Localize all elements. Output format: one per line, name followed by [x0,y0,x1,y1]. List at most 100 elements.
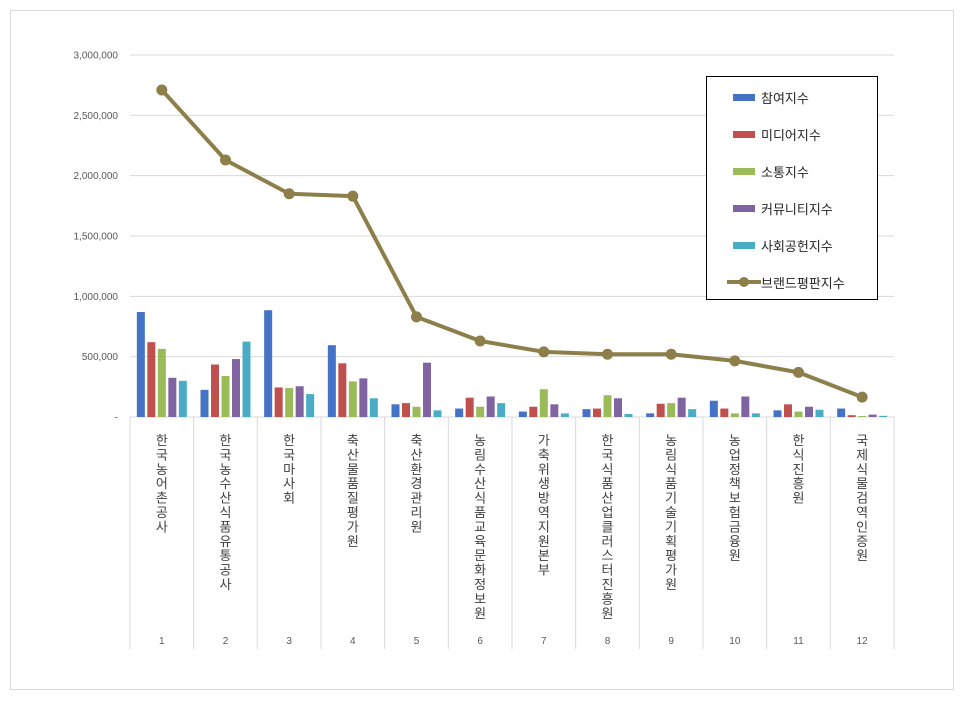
bar-사회공헌지수-3 [306,394,315,417]
point-브랜드평판지수-7 [538,346,550,358]
point-브랜드평판지수-10 [729,355,741,367]
bar-참여지수-3 [264,310,273,417]
legend-label: 사회공헌지수 [761,239,833,255]
legend-item: 소통지수 [707,161,809,181]
bar-참여지수-12 [837,408,846,417]
bar-사회공헌지수-2 [242,341,251,417]
bar-미디어지수-7 [529,406,538,417]
bar-커뮤니티지수-3 [295,386,304,417]
category-number: 9 [668,636,674,647]
bar-사회공헌지수-7 [560,413,569,417]
bar-커뮤니티지수-11 [805,406,813,417]
legend-item: 커뮤니티지수 [707,198,833,218]
bar-커뮤니티지수-4 [359,378,368,417]
bar-참여지수-7 [518,411,527,417]
bar-소통지수-9 [667,403,676,417]
legend-swatch [733,167,755,175]
bar-사회공헌지수-11 [815,409,824,417]
bar-커뮤니티지수-8 [614,398,622,417]
y-tick-label: 1,000,000 [74,292,119,303]
category-number: 1 [159,636,165,647]
line-브랜드평판지수 [160,88,863,399]
bar-커뮤니티지수-6 [486,396,495,417]
chart-legend: 참여지수 미디어지수 소통지수 커뮤니티지수 사회공헌지수 브랜드평판지수 [706,76,878,300]
point-브랜드평판지수-11 [793,366,804,378]
legend-swatch [727,277,761,287]
bar-사회공헌지수-10 [751,413,760,417]
y-tick-label: - [115,413,118,424]
point-브랜드평판지수-12 [856,391,868,403]
legend-swatch [733,204,755,212]
legend-swatch [733,130,755,138]
category-number: 2 [223,636,229,647]
bar-참여지수-10 [709,400,718,417]
bar-사회공헌지수-4 [369,398,378,417]
legend-label: 소통지수 [761,165,809,181]
legend-swatch [733,93,755,101]
bar-참여지수-11 [773,410,782,417]
y-tick-label: 1,500,000 [74,232,119,243]
legend-item: 미디어지수 [707,124,821,144]
bar-참여지수-2 [200,389,209,417]
point-브랜드평판지수-6 [474,335,486,347]
bar-커뮤니티지수-10 [741,396,750,417]
bar-소통지수-2 [221,375,230,417]
bar-소통지수-5 [412,406,421,417]
category-number: 7 [541,636,547,647]
category-number: 6 [477,636,483,647]
category-number: 12 [857,636,869,647]
bar-사회공헌지수-9 [688,409,697,417]
bar-미디어지수-3 [274,387,283,417]
legend-label: 커뮤니티지수 [761,202,833,218]
bar-소통지수-10 [730,413,739,417]
bar-소통지수-4 [348,381,357,417]
bar-미디어지수-8 [593,408,601,417]
bar-커뮤니티지수-1 [168,377,177,417]
category-number: 11 [793,636,804,647]
legend-item: 참여지수 [707,87,809,107]
legend-swatch [733,241,755,249]
bar-사회공헌지수-12 [879,415,888,417]
bar-소통지수-7 [539,389,548,417]
y-tick-label: 2,000,000 [74,171,119,182]
point-브랜드평판지수-3 [283,188,295,200]
bar-커뮤니티지수-5 [423,362,431,417]
bar-미디어지수-2 [211,364,219,417]
category-number: 8 [605,636,611,647]
bar-커뮤니티지수-2 [232,359,240,417]
bar-사회공헌지수-5 [433,410,442,417]
bar-소통지수-12 [858,416,867,417]
bar-미디어지수-4 [338,363,347,417]
point-브랜드평판지수-8 [602,348,613,360]
point-브랜드평판지수-5 [411,311,422,323]
point-브랜드평판지수-1 [156,84,168,96]
bar-참여지수-9 [646,413,655,417]
legend-label: 참여지수 [761,91,809,107]
y-tick-label: 2,500,000 [74,111,119,122]
bar-참여지수-4 [327,345,336,417]
bar-참여지수-5 [391,404,400,417]
bar-사회공헌지수-6 [497,403,506,417]
y-tick-label: 3,000,000 [74,51,119,62]
bar-참여지수-8 [582,409,591,417]
bar-미디어지수-11 [784,404,792,417]
point-브랜드평판지수-4 [347,190,359,202]
category-number: 5 [414,636,420,647]
legend-marker [739,277,749,287]
bar-소통지수-6 [476,406,485,417]
bar-커뮤니티지수-7 [550,404,559,417]
category-number: 10 [729,636,741,647]
bar-사회공헌지수-8 [624,413,633,417]
